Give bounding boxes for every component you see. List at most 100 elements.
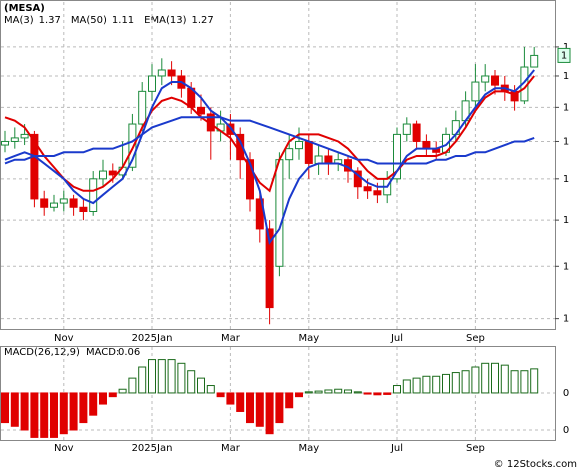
- macd-bar: [20, 392, 29, 431]
- x-tick-label: May: [298, 443, 319, 454]
- macd-bar: [30, 392, 39, 438]
- legend-value: 1.37: [39, 15, 61, 26]
- x-tick-label: Nov: [54, 443, 74, 454]
- candle-body: [10, 137, 19, 142]
- macd-bar: [59, 392, 68, 435]
- candle-body: [138, 90, 147, 125]
- macd-bar: [177, 362, 186, 394]
- y-tick-label: 1: [563, 42, 569, 53]
- candle-body: [157, 69, 166, 77]
- macd-bar: [265, 392, 274, 435]
- legend-name: MA(3): [4, 15, 34, 26]
- last-price-label: 1: [561, 50, 567, 61]
- x-tick-label: 2025Jan: [132, 333, 173, 344]
- macd-bar: [363, 392, 372, 395]
- candle-body: [373, 190, 382, 196]
- macd-bar: [246, 392, 254, 424]
- candle-body: [314, 155, 323, 164]
- candle-body: [246, 159, 254, 200]
- watermark: © 12Stocks.com: [494, 459, 577, 470]
- candle-body: [363, 186, 372, 192]
- macd-bar: [285, 392, 294, 409]
- ma-line: [4, 75, 535, 193]
- macd-bar: [10, 392, 19, 427]
- candle-body: [402, 123, 411, 135]
- macd-bar: [393, 385, 401, 394]
- legend-name: EMA(13): [144, 15, 186, 26]
- candle-body: [40, 198, 49, 208]
- y-tick-label: 0: [563, 425, 569, 436]
- macd-bar: [412, 377, 421, 394]
- macd-bar: [99, 392, 107, 405]
- candle-body: [422, 140, 431, 150]
- macd-bar: [451, 372, 460, 394]
- candle-body: [20, 133, 29, 139]
- macd-bar: [481, 362, 490, 394]
- macd-bar: [520, 370, 529, 394]
- y-tick-label: 1: [563, 174, 569, 185]
- macd-bar: [197, 377, 205, 394]
- x-tick-label: May: [298, 333, 319, 344]
- macd-bar: [442, 373, 450, 394]
- macd-bar: [324, 389, 333, 394]
- candle-body: [50, 202, 58, 208]
- macd-bar: [89, 392, 98, 416]
- x-tick-label: Mar: [221, 443, 241, 454]
- y-tick-label: 1: [563, 215, 569, 226]
- macd-bar: [157, 359, 166, 394]
- x-tick-label: Mar: [221, 333, 241, 344]
- macd-bar: [461, 370, 470, 394]
- macd-bar: [206, 385, 215, 394]
- legend-name: MA(50): [71, 15, 107, 26]
- candle-body: [99, 170, 107, 180]
- last-price-box: [557, 47, 571, 63]
- candle-body: [226, 123, 235, 135]
- macd-bar: [304, 391, 313, 394]
- candle-body: [530, 54, 539, 68]
- candle-body: [324, 155, 333, 164]
- candle-body: [69, 198, 78, 208]
- macd-bar: [148, 359, 156, 394]
- x-tick-label: Jul: [390, 333, 403, 344]
- candle-body: [128, 123, 137, 168]
- y-tick-label: 0: [563, 388, 569, 399]
- candle-body: [148, 75, 156, 92]
- candle-body: [393, 133, 401, 180]
- macd-bar: [79, 392, 88, 424]
- candle-body: [285, 148, 294, 161]
- x-tick-label: Jul: [390, 443, 403, 454]
- macd-bar: [236, 392, 245, 412]
- macd-bar: [334, 388, 343, 394]
- ma-line: [4, 69, 535, 246]
- macd-bar: [40, 392, 49, 438]
- y-tick-label: 1: [563, 136, 569, 147]
- macd-bar: [138, 366, 147, 394]
- macd-bar: [167, 359, 176, 394]
- macd-label: MACD:: [86, 347, 119, 358]
- candle-body: [197, 106, 205, 115]
- candle-body: [1, 140, 9, 146]
- macd-bar: [314, 390, 323, 394]
- macd-bar: [226, 392, 235, 405]
- x-tick-label: Sep: [466, 333, 485, 344]
- macd-bar: [118, 388, 127, 394]
- macd-bar: [500, 364, 509, 394]
- macd-bar: [275, 392, 284, 424]
- candle-body: [471, 81, 480, 102]
- macd-bar: [530, 368, 539, 394]
- macd-bar: [402, 379, 411, 394]
- candle-body: [89, 178, 98, 213]
- ma-line: [4, 116, 535, 165]
- macd-bar: [383, 392, 392, 395]
- macd-bar: [471, 366, 480, 394]
- y-tick-label: 1: [563, 71, 569, 82]
- macd-bar: [295, 392, 303, 398]
- x-tick-label: Sep: [466, 443, 485, 454]
- macd-bar: [1, 392, 9, 424]
- macd-bar: [50, 392, 58, 438]
- macd-bar: [187, 370, 196, 394]
- macd-bar: [128, 377, 137, 394]
- x-tick-label: Nov: [54, 333, 74, 344]
- macd-bar: [432, 375, 441, 394]
